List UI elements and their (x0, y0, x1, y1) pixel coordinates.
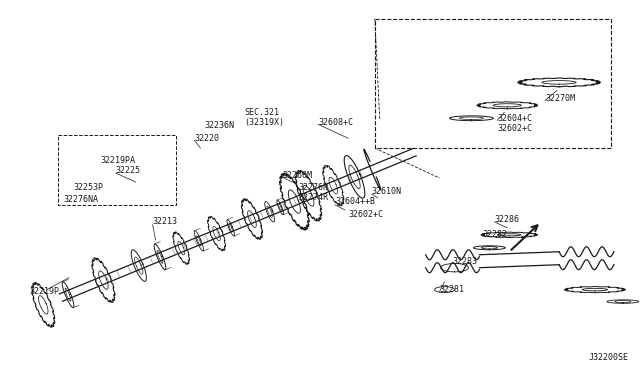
Text: 32283: 32283 (452, 257, 477, 266)
Text: 32219PA: 32219PA (101, 155, 136, 164)
Text: 32274R: 32274R (298, 193, 328, 202)
Text: 32236N: 32236N (204, 121, 234, 130)
Text: 32604+C: 32604+C (497, 114, 532, 123)
Text: 32602+C: 32602+C (497, 124, 532, 133)
Text: 32281: 32281 (440, 285, 465, 294)
Text: 32213: 32213 (152, 217, 178, 227)
Text: 32608+C: 32608+C (318, 118, 353, 127)
Text: 32253P: 32253P (73, 183, 103, 192)
Text: 32604++B: 32604++B (335, 198, 375, 206)
Text: 32220: 32220 (195, 134, 220, 143)
Text: J32200SE: J32200SE (589, 353, 629, 362)
Text: 32260M: 32260M (282, 170, 312, 180)
Text: 32282: 32282 (483, 230, 508, 239)
Text: (32319X): (32319X) (244, 118, 284, 127)
Text: 32602+C: 32602+C (348, 211, 383, 219)
Text: 32225: 32225 (116, 166, 141, 174)
Text: SEC.321: SEC.321 (244, 108, 279, 117)
Text: 32276N: 32276N (298, 183, 328, 192)
Text: 32270M: 32270M (545, 94, 575, 103)
Text: 32219P: 32219P (29, 287, 59, 296)
Text: 32610N: 32610N (372, 187, 402, 196)
Text: 32286: 32286 (494, 215, 519, 224)
Text: 32276NA: 32276NA (63, 195, 98, 205)
